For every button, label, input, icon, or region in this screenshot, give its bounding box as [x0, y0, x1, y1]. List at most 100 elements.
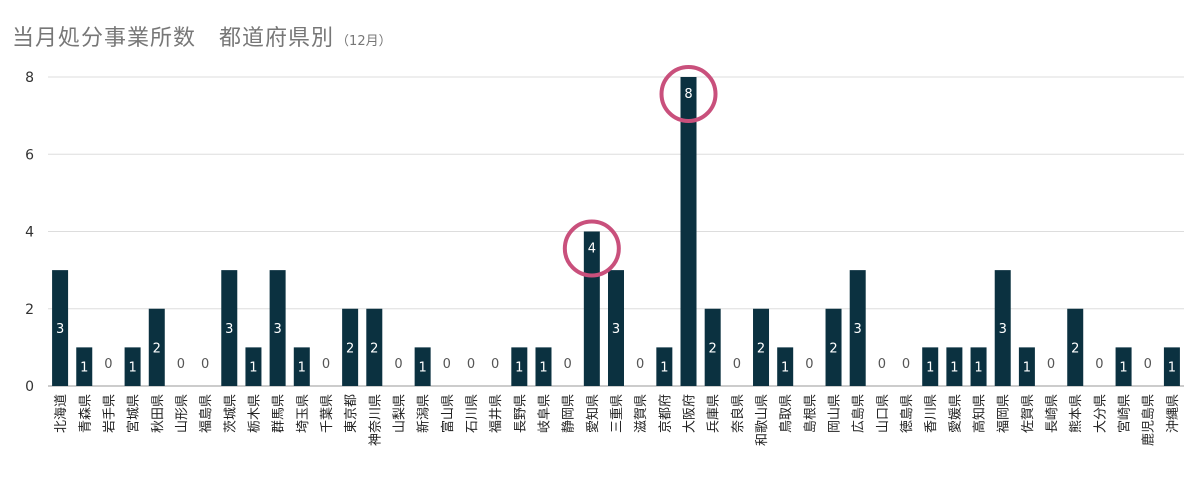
bar-群馬県: [269, 270, 286, 386]
x-tick-label-宮崎県: 宮崎県: [1117, 394, 1133, 433]
bar-青森県: [76, 347, 93, 386]
bar-大阪府: [680, 77, 697, 386]
data-label-広島県: 3: [854, 322, 862, 337]
x-tick-label-群馬県: 群馬県: [272, 394, 287, 433]
bar-神奈川県: [366, 308, 383, 386]
bar-和歌山県: [753, 308, 770, 386]
x-tick-label-長崎県: 長崎県: [1045, 394, 1060, 433]
data-label-千葉県: 0: [322, 357, 330, 372]
highlight-circle-大阪府: [659, 65, 718, 123]
bar-愛媛県: [946, 347, 963, 386]
x-tick-label-千葉県: 千葉県: [320, 394, 335, 433]
bar-愛知県: [583, 231, 600, 386]
x-tick-label-鹿児島県: 鹿児島県: [1141, 394, 1157, 446]
data-label-新潟県: 1: [418, 361, 426, 376]
x-tick-label-広島県: 広島県: [852, 394, 867, 433]
data-label-群馬県: 3: [273, 322, 281, 337]
grid-lines: [48, 76, 1184, 387]
data-label-鹿児島県: 0: [1144, 357, 1152, 372]
bar-三重県: [608, 270, 624, 386]
data-label-滋賀県: 0: [636, 357, 644, 372]
bar-福岡県: [994, 270, 1011, 386]
x-tick-label-山梨県: 山梨県: [392, 394, 407, 433]
data-label-北海道: 3: [56, 322, 64, 337]
y-axis-ticks: 0 2 4 6 8: [25, 70, 34, 395]
data-label-沖縄県: 1: [1168, 361, 1176, 376]
bar-佐賀県: [1018, 347, 1035, 386]
x-tick-label-大分県: 大分県: [1093, 394, 1108, 433]
chart-title-row: 当月処分事業所数 都道府県別 （12月）: [12, 20, 392, 52]
x-tick-label-岐阜県: 岐阜県: [536, 394, 552, 433]
data-label-青森県: 1: [80, 361, 88, 376]
x-tick-label-和歌山県: 和歌山県: [755, 394, 770, 446]
x-tick-label-静岡県: 静岡県: [562, 394, 577, 433]
x-tick-label-愛知県: 愛知県: [585, 394, 601, 433]
x-axis-labels: 北海道 青森県 岩手県 宮城県 秋田県 山形県 福島県 茨城県 栃木県 群馬県 埼玉県 千葉県 東京都神…: [54, 394, 1181, 446]
bar-新潟県: [414, 347, 431, 386]
chart-subtitle-note: （12月）: [336, 34, 392, 49]
x-tick-label-東京都: 東京都: [343, 394, 359, 433]
bar-高知県: [970, 347, 987, 386]
x-tick-label-秋田県: 秋田県: [151, 394, 166, 433]
bar-東京都: [342, 308, 359, 386]
bar-埼玉県: [293, 347, 310, 386]
bars: [52, 77, 1180, 386]
x-tick-label-大阪府: 大阪府: [683, 394, 698, 433]
y-tick-label-8: 8: [25, 70, 34, 86]
data-label-山口県: 0: [878, 357, 886, 372]
data-label-熊本県: 2: [1071, 341, 1079, 356]
x-tick-label-埼玉県: 埼玉県: [296, 394, 311, 433]
x-tick-label-三重県: 三重県: [609, 394, 625, 433]
x-tick-label-佐賀県: 佐賀県: [1021, 394, 1036, 433]
x-tick-label-京都府: 京都府: [658, 394, 673, 433]
data-label-東京都: 2: [346, 341, 354, 356]
data-label-大阪府: 8: [684, 87, 692, 102]
bar-岡山県: [825, 308, 842, 386]
x-tick-label-石川県: 石川県: [465, 394, 480, 433]
data-label-愛媛県: 1: [950, 361, 958, 376]
bar-兵庫県: [704, 308, 721, 386]
x-tick-label-青森県: 青森県: [78, 394, 93, 433]
data-label-和歌山県: 2: [757, 341, 765, 356]
x-tick-label-熊本県: 熊本県: [1068, 394, 1084, 433]
data-label-愛知県: 4: [588, 242, 596, 257]
data-label-奈良県: 0: [733, 357, 741, 372]
data-label-京都府: 1: [660, 361, 668, 376]
data-label-秋田県: 2: [153, 341, 161, 356]
data-label-鳥取県: 1: [781, 361, 789, 376]
x-tick-label-岩手県: 岩手県: [102, 394, 117, 433]
chart-title: 当月処分事業所数: [12, 26, 197, 51]
x-tick-label-岡山県: 岡山県: [828, 394, 843, 433]
bar-宮城県: [124, 347, 141, 386]
data-label-埼玉県: 1: [298, 361, 306, 376]
x-tick-label-沖縄県: 沖縄県: [1166, 394, 1181, 433]
bar-広島県: [849, 270, 866, 386]
bar-長野県: [511, 347, 528, 386]
x-tick-label-宮城県: 宮城県: [126, 394, 142, 433]
data-label-大分県: 0: [1095, 357, 1103, 372]
data-label-宮崎県: 1: [1119, 361, 1127, 376]
x-tick-label-新潟県: 新潟県: [416, 394, 432, 433]
data-label-宮城県: 1: [128, 361, 136, 376]
x-tick-label-富山県: 富山県: [440, 394, 456, 433]
x-tick-label-兵庫県: 兵庫県: [707, 394, 722, 433]
bar-北海道: [52, 270, 69, 386]
x-tick-label-福岡県: 福岡県: [997, 394, 1012, 433]
data-label-佐賀県: 1: [1023, 361, 1031, 376]
x-tick-label-徳島県: 徳島県: [900, 394, 915, 433]
x-tick-label-栃木県: 栃木県: [247, 394, 262, 433]
x-tick-label-高知県: 高知県: [972, 394, 988, 433]
bar-栃木県: [245, 347, 262, 386]
data-label-岡山県: 2: [829, 341, 837, 356]
x-tick-label-愛媛県: 愛媛県: [948, 394, 963, 433]
x-tick-label-神奈川県: 神奈川県: [368, 394, 383, 446]
y-tick-label-4: 4: [25, 225, 34, 241]
data-label-神奈川県: 2: [370, 341, 378, 356]
data-label-茨城県: 3: [225, 322, 233, 337]
x-tick-label-島根県: 島根県: [803, 394, 818, 433]
x-tick-label-福島県: 福島県: [199, 394, 214, 433]
bar-香川県: [922, 347, 939, 386]
data-label-島根県: 0: [805, 357, 813, 372]
data-label-静岡県: 0: [564, 357, 572, 372]
bar-京都府: [656, 347, 673, 386]
